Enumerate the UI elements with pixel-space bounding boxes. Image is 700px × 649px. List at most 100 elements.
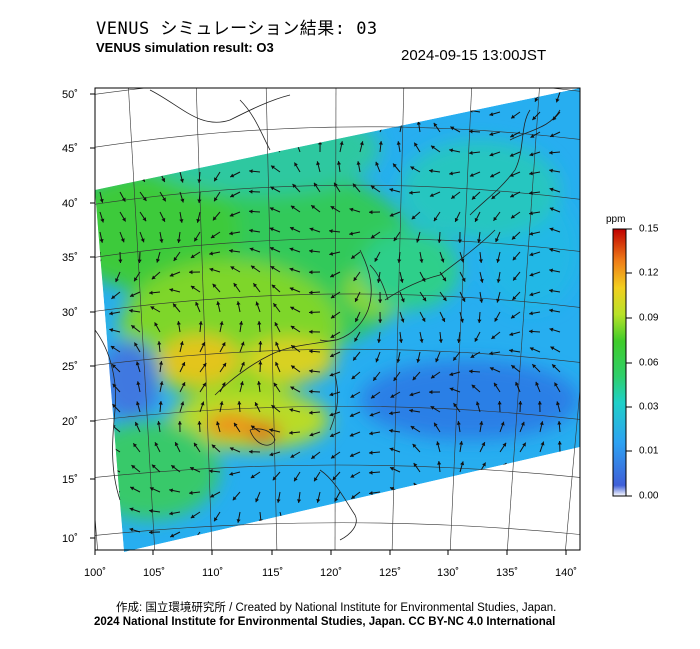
wind-arrow-head	[239, 381, 244, 386]
wind-arrow-head	[401, 82, 405, 86]
colorbar-tick-label: 0.15	[639, 223, 659, 235]
wind-arrow-head	[219, 321, 224, 325]
wind-arrow-head	[239, 321, 244, 325]
wind-arrow-head	[297, 499, 302, 503]
wind-arrow-head	[349, 231, 353, 236]
wind-arrow-head	[557, 441, 562, 445]
wind-arrow-head	[410, 426, 415, 430]
wind-arrow-head	[270, 247, 274, 251]
wind-arrow-head	[161, 217, 166, 222]
wind-arrow-head	[549, 268, 553, 273]
wind-arrow-head	[173, 303, 177, 308]
wind-arrow-head	[512, 296, 517, 300]
lat-tick-label: 35˚	[62, 252, 78, 264]
wind-arrow-head	[229, 212, 234, 217]
wind-arrow-head	[158, 401, 163, 405]
wind-arrow-head	[149, 487, 154, 491]
wind-arrow-head	[294, 477, 298, 482]
wind-arrow-head	[157, 341, 162, 345]
wind-arrow-head	[436, 441, 440, 446]
wind-arrow-head	[456, 421, 461, 425]
lat-tick-label: 50˚	[62, 89, 78, 101]
wind-arrow-head	[289, 408, 294, 413]
wind-arrow-head	[309, 410, 313, 415]
wind-arrow-head	[416, 358, 421, 363]
wind-arrow-head	[309, 389, 313, 394]
wind-arrow-head	[359, 141, 364, 146]
wind-arrow-head	[309, 432, 314, 437]
wind-arrow-head	[89, 331, 93, 335]
colorbar-ticks	[626, 228, 632, 497]
wind-arrow-head	[460, 258, 465, 263]
wind-arrow-head	[549, 168, 553, 173]
wind-arrow-head	[241, 361, 245, 366]
wind-arrow-head	[169, 272, 174, 277]
wind-arrow-head	[149, 508, 153, 513]
wind-arrow-head	[290, 226, 294, 231]
wind-arrow-head	[510, 193, 515, 198]
wind-arrow-head	[201, 342, 206, 347]
wind-arrow-head	[189, 490, 193, 495]
wind-arrow-head	[461, 277, 466, 282]
colorbar-tick-label: 0.06	[639, 357, 659, 369]
wind-arrow-head	[229, 447, 234, 451]
wind-arrow-head	[509, 153, 514, 157]
wind-arrow-head	[539, 421, 544, 426]
wind-arrow-head	[140, 238, 145, 243]
wind-arrow-head	[354, 297, 359, 302]
wind-arrow-head	[489, 367, 494, 371]
lat-tick-label: 10˚	[62, 533, 78, 545]
wind-arrow-head	[353, 277, 358, 281]
wind-arrow-head	[109, 328, 114, 333]
wind-arrow-head	[169, 511, 173, 516]
wind-arrow-head	[330, 294, 335, 299]
wind-arrow-head	[355, 318, 359, 322]
wind-arrow-head	[198, 321, 203, 325]
wind-arrow-head	[133, 443, 137, 448]
wind-arrow-head	[349, 207, 354, 212]
wind-arrow-head	[474, 337, 479, 342]
wind-arrow-head	[454, 217, 459, 222]
wind-arrow-head	[330, 433, 334, 438]
wind-arrow-head	[449, 387, 454, 392]
wind-arrow-head	[396, 141, 401, 145]
wind-arrow-head	[214, 177, 218, 182]
wind-arrow-head	[419, 259, 424, 263]
wind-arrow-head	[349, 432, 354, 437]
colorbar-unit: ppm	[606, 214, 626, 225]
wind-arrow-head	[478, 259, 483, 263]
wind-arrow-head	[329, 412, 334, 417]
wind-arrow-head	[430, 406, 435, 410]
wind-arrow-head	[550, 133, 554, 138]
wind-arrow-head	[89, 429, 93, 433]
wind-arrow-head	[537, 401, 542, 405]
wind-arrow-head	[89, 408, 93, 412]
wind-arrow-head	[436, 82, 440, 86]
wind-arrow-head	[435, 358, 440, 363]
lon-tick-label: 135˚	[496, 567, 518, 579]
wind-arrow-head	[489, 152, 494, 157]
wind-arrow-head	[351, 375, 356, 380]
wind-arrow-head	[370, 234, 375, 239]
wind-arrow-head	[122, 217, 126, 222]
wind-arrow-head	[129, 308, 133, 313]
wind-arrow-head	[249, 189, 253, 194]
wind-arrow-head	[500, 421, 505, 426]
wind-arrow-head	[529, 190, 533, 195]
wind-arrow-head	[233, 283, 238, 287]
wind-arrow-head	[431, 145, 435, 150]
wind-arrow-head	[513, 276, 517, 281]
wind-arrow-head	[134, 277, 138, 282]
wind-arrow-head	[249, 169, 253, 174]
wind-arrow-head	[373, 376, 377, 381]
wind-arrow-head	[479, 278, 484, 283]
wind-arrow-head	[311, 205, 316, 210]
wind-arrow-head	[369, 431, 373, 436]
wind-arrow-head	[131, 325, 136, 329]
wind-arrow-head	[194, 237, 198, 242]
wind-arrow-head	[110, 346, 115, 350]
wind-arrow-head	[118, 259, 123, 263]
wind-arrow-head	[270, 266, 275, 270]
wind-arrow-head	[273, 382, 278, 387]
wind-arrow-head	[174, 442, 179, 447]
